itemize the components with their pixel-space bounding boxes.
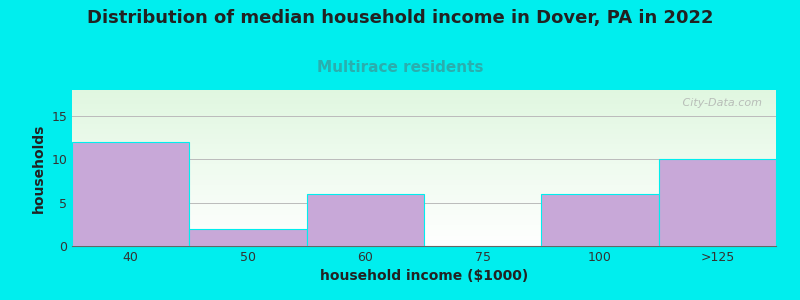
Bar <box>306 194 424 246</box>
Bar <box>190 229 306 246</box>
Text: City-Data.com: City-Data.com <box>679 98 762 108</box>
Bar <box>72 142 190 246</box>
X-axis label: household income ($1000): household income ($1000) <box>320 269 528 284</box>
Text: Multirace residents: Multirace residents <box>317 60 483 75</box>
Y-axis label: households: households <box>32 123 46 213</box>
Bar <box>658 159 776 246</box>
Bar <box>542 194 658 246</box>
Text: Distribution of median household income in Dover, PA in 2022: Distribution of median household income … <box>86 9 714 27</box>
